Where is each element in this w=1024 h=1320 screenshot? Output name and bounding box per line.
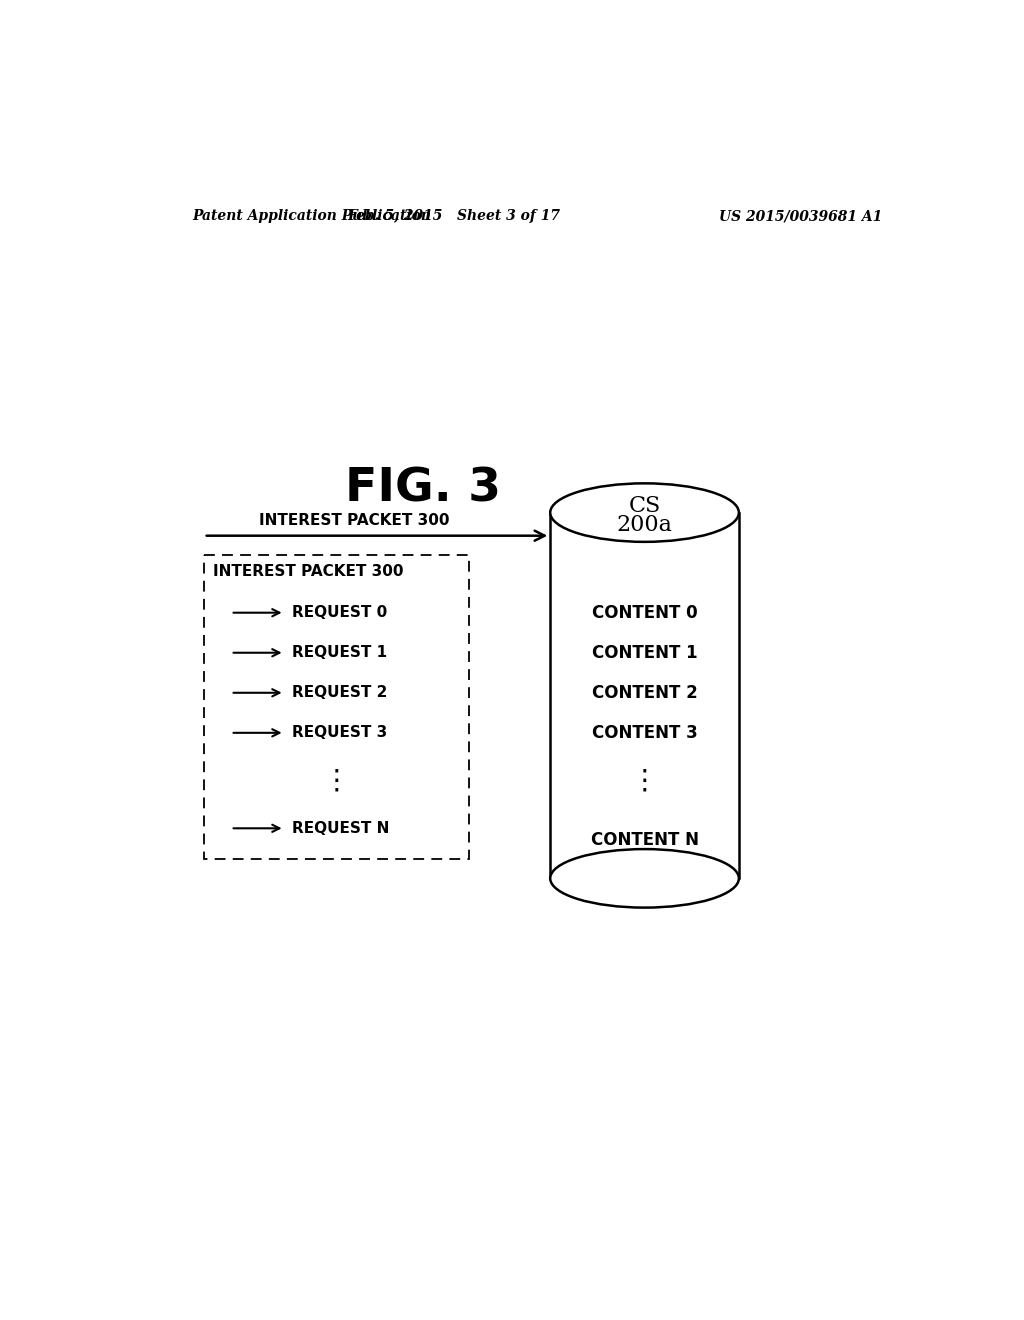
Text: CONTENT 1: CONTENT 1 bbox=[592, 644, 697, 661]
Text: REQUEST 1: REQUEST 1 bbox=[292, 645, 387, 660]
Text: REQUEST 3: REQUEST 3 bbox=[292, 725, 387, 741]
Ellipse shape bbox=[550, 849, 739, 908]
Text: CONTENT 0: CONTENT 0 bbox=[592, 603, 697, 622]
Ellipse shape bbox=[550, 483, 739, 541]
Text: INTEREST PACKET 300: INTEREST PACKET 300 bbox=[259, 512, 450, 528]
Bar bbox=[204, 554, 469, 859]
Text: 200a: 200a bbox=[616, 513, 673, 536]
Text: CONTENT 2: CONTENT 2 bbox=[592, 684, 697, 702]
Text: FIG. 3: FIG. 3 bbox=[345, 467, 501, 512]
Text: REQUEST 2: REQUEST 2 bbox=[292, 685, 388, 701]
Text: CONTENT 3: CONTENT 3 bbox=[592, 723, 697, 742]
Bar bbox=[550, 512, 739, 878]
Text: US 2015/0039681 A1: US 2015/0039681 A1 bbox=[719, 209, 882, 223]
Text: ⋮: ⋮ bbox=[631, 767, 658, 795]
Text: INTEREST PACKET 300: INTEREST PACKET 300 bbox=[213, 565, 403, 579]
Text: REQUEST 0: REQUEST 0 bbox=[292, 605, 387, 620]
Text: REQUEST N: REQUEST N bbox=[292, 821, 390, 836]
Text: CONTENT N: CONTENT N bbox=[591, 830, 698, 849]
Text: Feb. 5, 2015   Sheet 3 of 17: Feb. 5, 2015 Sheet 3 of 17 bbox=[347, 209, 560, 223]
Text: Patent Application Publication: Patent Application Publication bbox=[193, 209, 431, 223]
Text: CS: CS bbox=[629, 495, 660, 517]
Text: ⋮: ⋮ bbox=[323, 767, 350, 795]
